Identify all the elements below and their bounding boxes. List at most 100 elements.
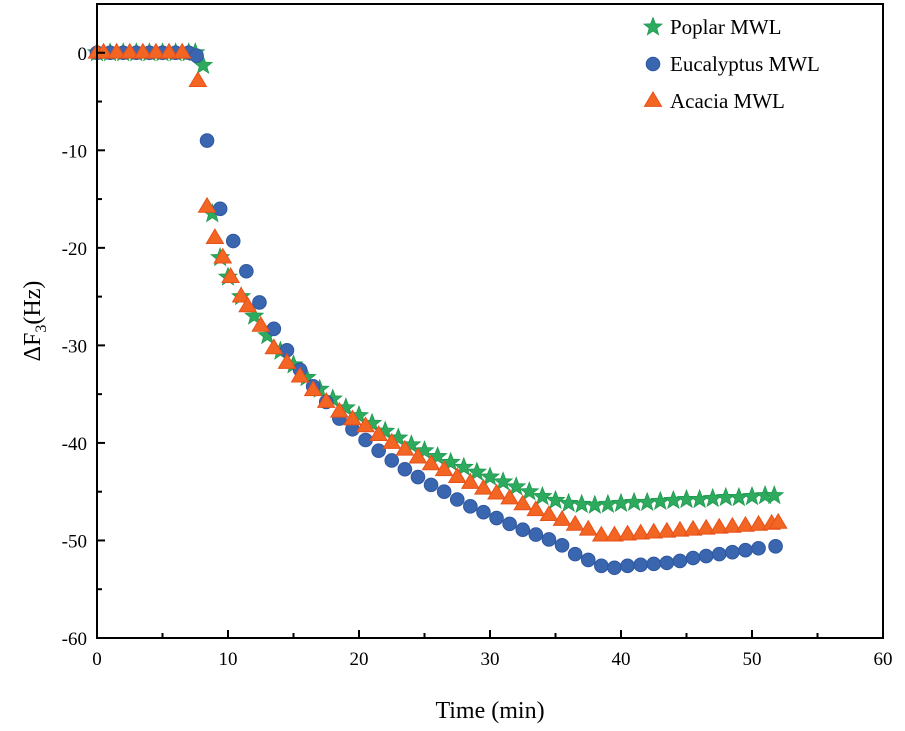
data-point [277, 352, 297, 369]
data-point [644, 522, 664, 539]
data-point [382, 432, 402, 449]
data-point [427, 445, 448, 466]
data-point [205, 228, 225, 244]
y-tick-label: -60 [62, 629, 87, 650]
data-point [725, 544, 740, 560]
x-tick-label: 10 [219, 649, 238, 670]
data-point [476, 504, 491, 520]
legend: Poplar MWL Eucalyptus MWL Acacia MWL [642, 15, 820, 113]
data-point [532, 485, 553, 506]
data-point [493, 471, 514, 491]
data-point [410, 469, 426, 485]
data-point [316, 391, 336, 408]
data-point [369, 425, 389, 442]
data-point [440, 451, 461, 472]
data-point [541, 532, 557, 547]
data-point [188, 71, 208, 87]
data-point [371, 443, 386, 459]
x-tick-label: 60 [874, 649, 893, 670]
legend-label: Poplar MWL [670, 15, 781, 39]
data-point [460, 472, 480, 489]
data-point [264, 338, 284, 355]
data-point [356, 416, 375, 433]
data-point [689, 488, 710, 509]
data-point [199, 133, 215, 148]
data-point [670, 520, 690, 537]
x-tick-label: 40 [612, 649, 631, 670]
data-point [597, 493, 618, 514]
data-point [554, 538, 570, 553]
data-point [578, 519, 598, 536]
data-point [657, 521, 677, 538]
data-point [449, 492, 465, 507]
data-point [702, 487, 723, 508]
data-point [479, 466, 501, 486]
data-point [213, 247, 233, 264]
data-point [94, 42, 113, 59]
x-axis-label: Time (min) [435, 698, 544, 724]
data-point [558, 492, 579, 513]
y-tick-label: -50 [62, 531, 87, 552]
data-point [244, 305, 265, 325]
data-point [683, 519, 703, 536]
data-point [646, 556, 662, 572]
data-point [736, 515, 755, 532]
axis-ticks: 0 10 20 30 40 50 60 0 -10 -20 -30 -40 -50 -60 [62, 3, 893, 670]
data-point [133, 42, 153, 59]
acacia-mwl-series [87, 42, 788, 542]
data-point [711, 546, 727, 562]
x-tick-label: 30 [481, 649, 500, 670]
data-point [610, 492, 632, 513]
data-point [594, 558, 609, 574]
legend-marker [645, 56, 661, 72]
data-point [290, 366, 310, 383]
data-point [397, 461, 413, 477]
data-point [633, 557, 648, 573]
x-tick-label: 0 [92, 649, 102, 670]
data-point [212, 201, 228, 217]
legend-item: Acacia MWL [643, 89, 785, 113]
data-point [607, 560, 622, 576]
data-point [768, 512, 788, 529]
data-point [502, 516, 517, 532]
data-point [552, 509, 572, 526]
data-point [120, 42, 140, 59]
data-point [239, 263, 254, 279]
data-point [329, 401, 349, 418]
data-point [741, 485, 763, 506]
y-axis-label: ΔF3(Hz) [20, 281, 50, 362]
data-point [489, 510, 504, 526]
data-point [591, 525, 611, 542]
y-tick-label: -40 [62, 434, 87, 455]
data-point [189, 48, 204, 63]
data-point [618, 524, 637, 541]
legend-label: Acacia MWL [670, 89, 785, 113]
data-point [225, 233, 241, 249]
y-tick-label: -20 [62, 239, 87, 260]
data-point [709, 517, 729, 534]
data-point [463, 499, 478, 514]
data-point [487, 483, 506, 500]
data-point [447, 467, 467, 483]
data-point [659, 555, 675, 571]
x-tick-label: 50 [743, 649, 762, 670]
data-point [146, 42, 166, 59]
data-point [466, 461, 487, 481]
data-point [620, 558, 635, 574]
data-point [738, 542, 753, 558]
poplar-mwl-series [86, 42, 785, 514]
data-point [515, 522, 531, 538]
data-point [506, 476, 527, 496]
legend-item: Poplar MWL [642, 15, 781, 39]
data-point [650, 490, 671, 511]
data-point [539, 505, 559, 522]
data-point [584, 494, 605, 514]
data-point [696, 518, 716, 535]
data-point [685, 550, 701, 566]
data-point [238, 296, 258, 313]
data-point [528, 527, 544, 542]
data-point [343, 409, 362, 426]
legend-marker [642, 16, 664, 36]
data-point [303, 380, 323, 397]
